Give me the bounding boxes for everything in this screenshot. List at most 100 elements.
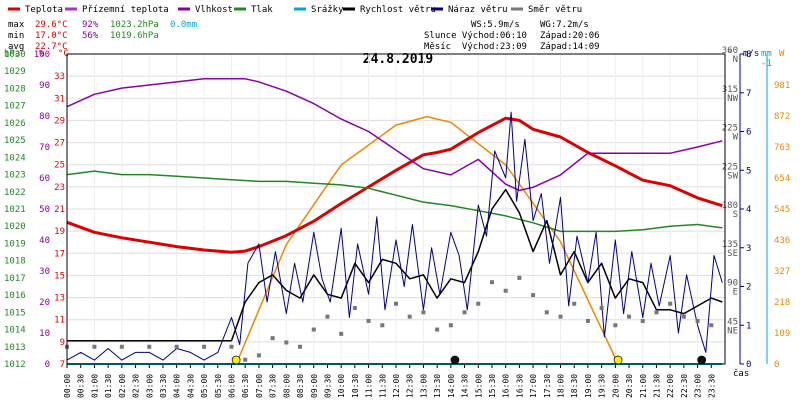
tick-label-time: 20:30	[625, 374, 634, 398]
series-line	[66, 111, 723, 361]
tick-label-time: 01:00	[90, 374, 99, 398]
tick-label-ms: 1	[746, 321, 751, 331]
wind-direction-point	[627, 314, 632, 319]
tick-label-hpa: 1024	[4, 153, 26, 163]
wind-direction-point	[435, 327, 440, 332]
wind-direction-point	[229, 344, 234, 349]
axis-time-label: čas	[733, 368, 749, 379]
tick-label-time: 13:00	[419, 374, 428, 398]
tick-label-time: 10:00	[337, 374, 346, 398]
legend: Teplota Přízemní teplota Vlhkost Tlak Srážky…	[8, 5, 582, 15]
axis-unit-percent: %	[39, 49, 45, 59]
tick-label-celsius: 19	[54, 227, 65, 237]
wind-direction-point	[585, 318, 590, 323]
tick-label-watt: 436	[774, 236, 790, 246]
tick-label-celsius: 25	[54, 161, 65, 171]
moonset-marker	[450, 355, 460, 365]
stats-max-rain: 0.0mm	[170, 20, 197, 30]
tick-label-hpa: 1014	[4, 326, 26, 336]
tick-label-watt: 109	[774, 329, 790, 339]
tick-label-percent: 90	[39, 81, 50, 91]
tick-label-hpa: 1021	[4, 205, 26, 215]
tick-label-percent: 20	[39, 298, 50, 308]
tick-label-time: 16:00	[502, 374, 511, 398]
wind-direction-point	[284, 340, 289, 345]
wind-direction-point	[640, 318, 645, 323]
tick-label-time: 11:00	[365, 374, 374, 398]
wind-direction-point	[572, 301, 577, 306]
tick-label-time: 12:30	[406, 374, 415, 398]
tick-label-celsius: 7	[60, 360, 65, 370]
tick-label-watt: 545	[774, 205, 790, 215]
stats-min-press: 1019.6hPa	[110, 31, 159, 41]
tick-label-ms: 7	[746, 89, 751, 99]
tick-label-time: 00:00	[63, 374, 72, 398]
tick-label-time: 04:30	[186, 374, 195, 398]
tick-label-time: 18:00	[557, 374, 566, 398]
tick-label-time: 16:30	[515, 374, 524, 398]
tick-label-hpa: 1026	[4, 119, 26, 129]
tick-label-celsius: 17	[54, 249, 65, 259]
wind-direction-point	[352, 306, 357, 311]
tick-label-time: 17:00	[529, 374, 538, 398]
legend-label: Teplota	[25, 5, 63, 15]
tick-label-time: 07:00	[255, 374, 264, 398]
wind-direction-point	[325, 314, 330, 319]
tick-label-percent: 70	[39, 143, 50, 153]
wind-direction-point	[394, 301, 398, 306]
tick-label-ms: 2	[746, 283, 751, 293]
wind-direction-point	[462, 310, 467, 315]
tick-label-time: 05:00	[200, 374, 209, 398]
wind-direction-point	[709, 323, 714, 328]
tick-label-time: 01:30	[104, 374, 113, 398]
wind-direction-point	[366, 318, 371, 323]
tick-label-time: 22:00	[666, 374, 675, 398]
tick-label-time: 23:30	[707, 374, 716, 398]
legend-label: Náraz větru	[448, 5, 508, 15]
wind-direction-point	[517, 275, 522, 280]
tick-label-percent: 40	[39, 236, 50, 246]
wind-direction-point	[174, 344, 179, 349]
tick-label-percent: 50	[39, 205, 50, 215]
tick-label-watt: 981	[774, 81, 790, 91]
wind-direction-point	[681, 314, 686, 319]
wind-direction-point	[668, 301, 673, 306]
tick-label-hpa: 1017	[4, 274, 26, 284]
tick-label-time: 20:00	[611, 374, 620, 398]
stats-wg: WG:7.2m/s	[540, 20, 589, 30]
tick-label-time: 22:30	[680, 374, 689, 398]
series-line	[66, 116, 723, 254]
axis-unit-hpa: hPa	[4, 49, 20, 59]
tick-label-percent: 10	[39, 329, 50, 339]
tick-label-hpa: 1012	[4, 360, 26, 370]
wind-direction-point	[243, 357, 248, 362]
axis-unit-watt: W	[779, 49, 785, 59]
tick-label-direction: E	[733, 288, 738, 298]
wind-direction-point	[489, 280, 494, 285]
tick-label-time: 07:30	[269, 374, 278, 398]
tick-label-direction: N	[733, 55, 738, 65]
tick-label-celsius: 15	[54, 271, 65, 281]
tick-label-time: 14:30	[461, 374, 470, 398]
stats-avg-temp: 22.7°C	[35, 42, 68, 52]
tick-label-hpa: 1020	[4, 222, 26, 232]
tick-label-direction-deg: 135	[722, 240, 738, 250]
wind-direction-point	[421, 310, 426, 315]
legend-label: Přízemní teplota	[82, 5, 169, 15]
tick-label-time: 23:00	[694, 374, 703, 398]
stats-moon-rise: Měsíc Východ:23:09	[424, 42, 527, 52]
tick-label-direction: W	[733, 133, 739, 143]
tick-label-time: 03:00	[145, 374, 154, 398]
tick-label-time: 21:00	[639, 374, 648, 398]
tick-label-time: 12:00	[392, 374, 401, 398]
stats-sun-rise: Slunce Východ:06:10	[424, 31, 527, 41]
wind-direction-point	[119, 344, 124, 349]
stats-max-hum: 92%	[82, 20, 99, 30]
tick-label-time: 19:30	[598, 374, 607, 398]
tick-label-hpa: 1018	[4, 257, 26, 267]
tick-label-percent: 100	[34, 50, 50, 60]
tick-label-time: 14:00	[447, 374, 456, 398]
wind-direction-point	[599, 306, 604, 311]
tick-label-percent: 30	[39, 267, 50, 277]
